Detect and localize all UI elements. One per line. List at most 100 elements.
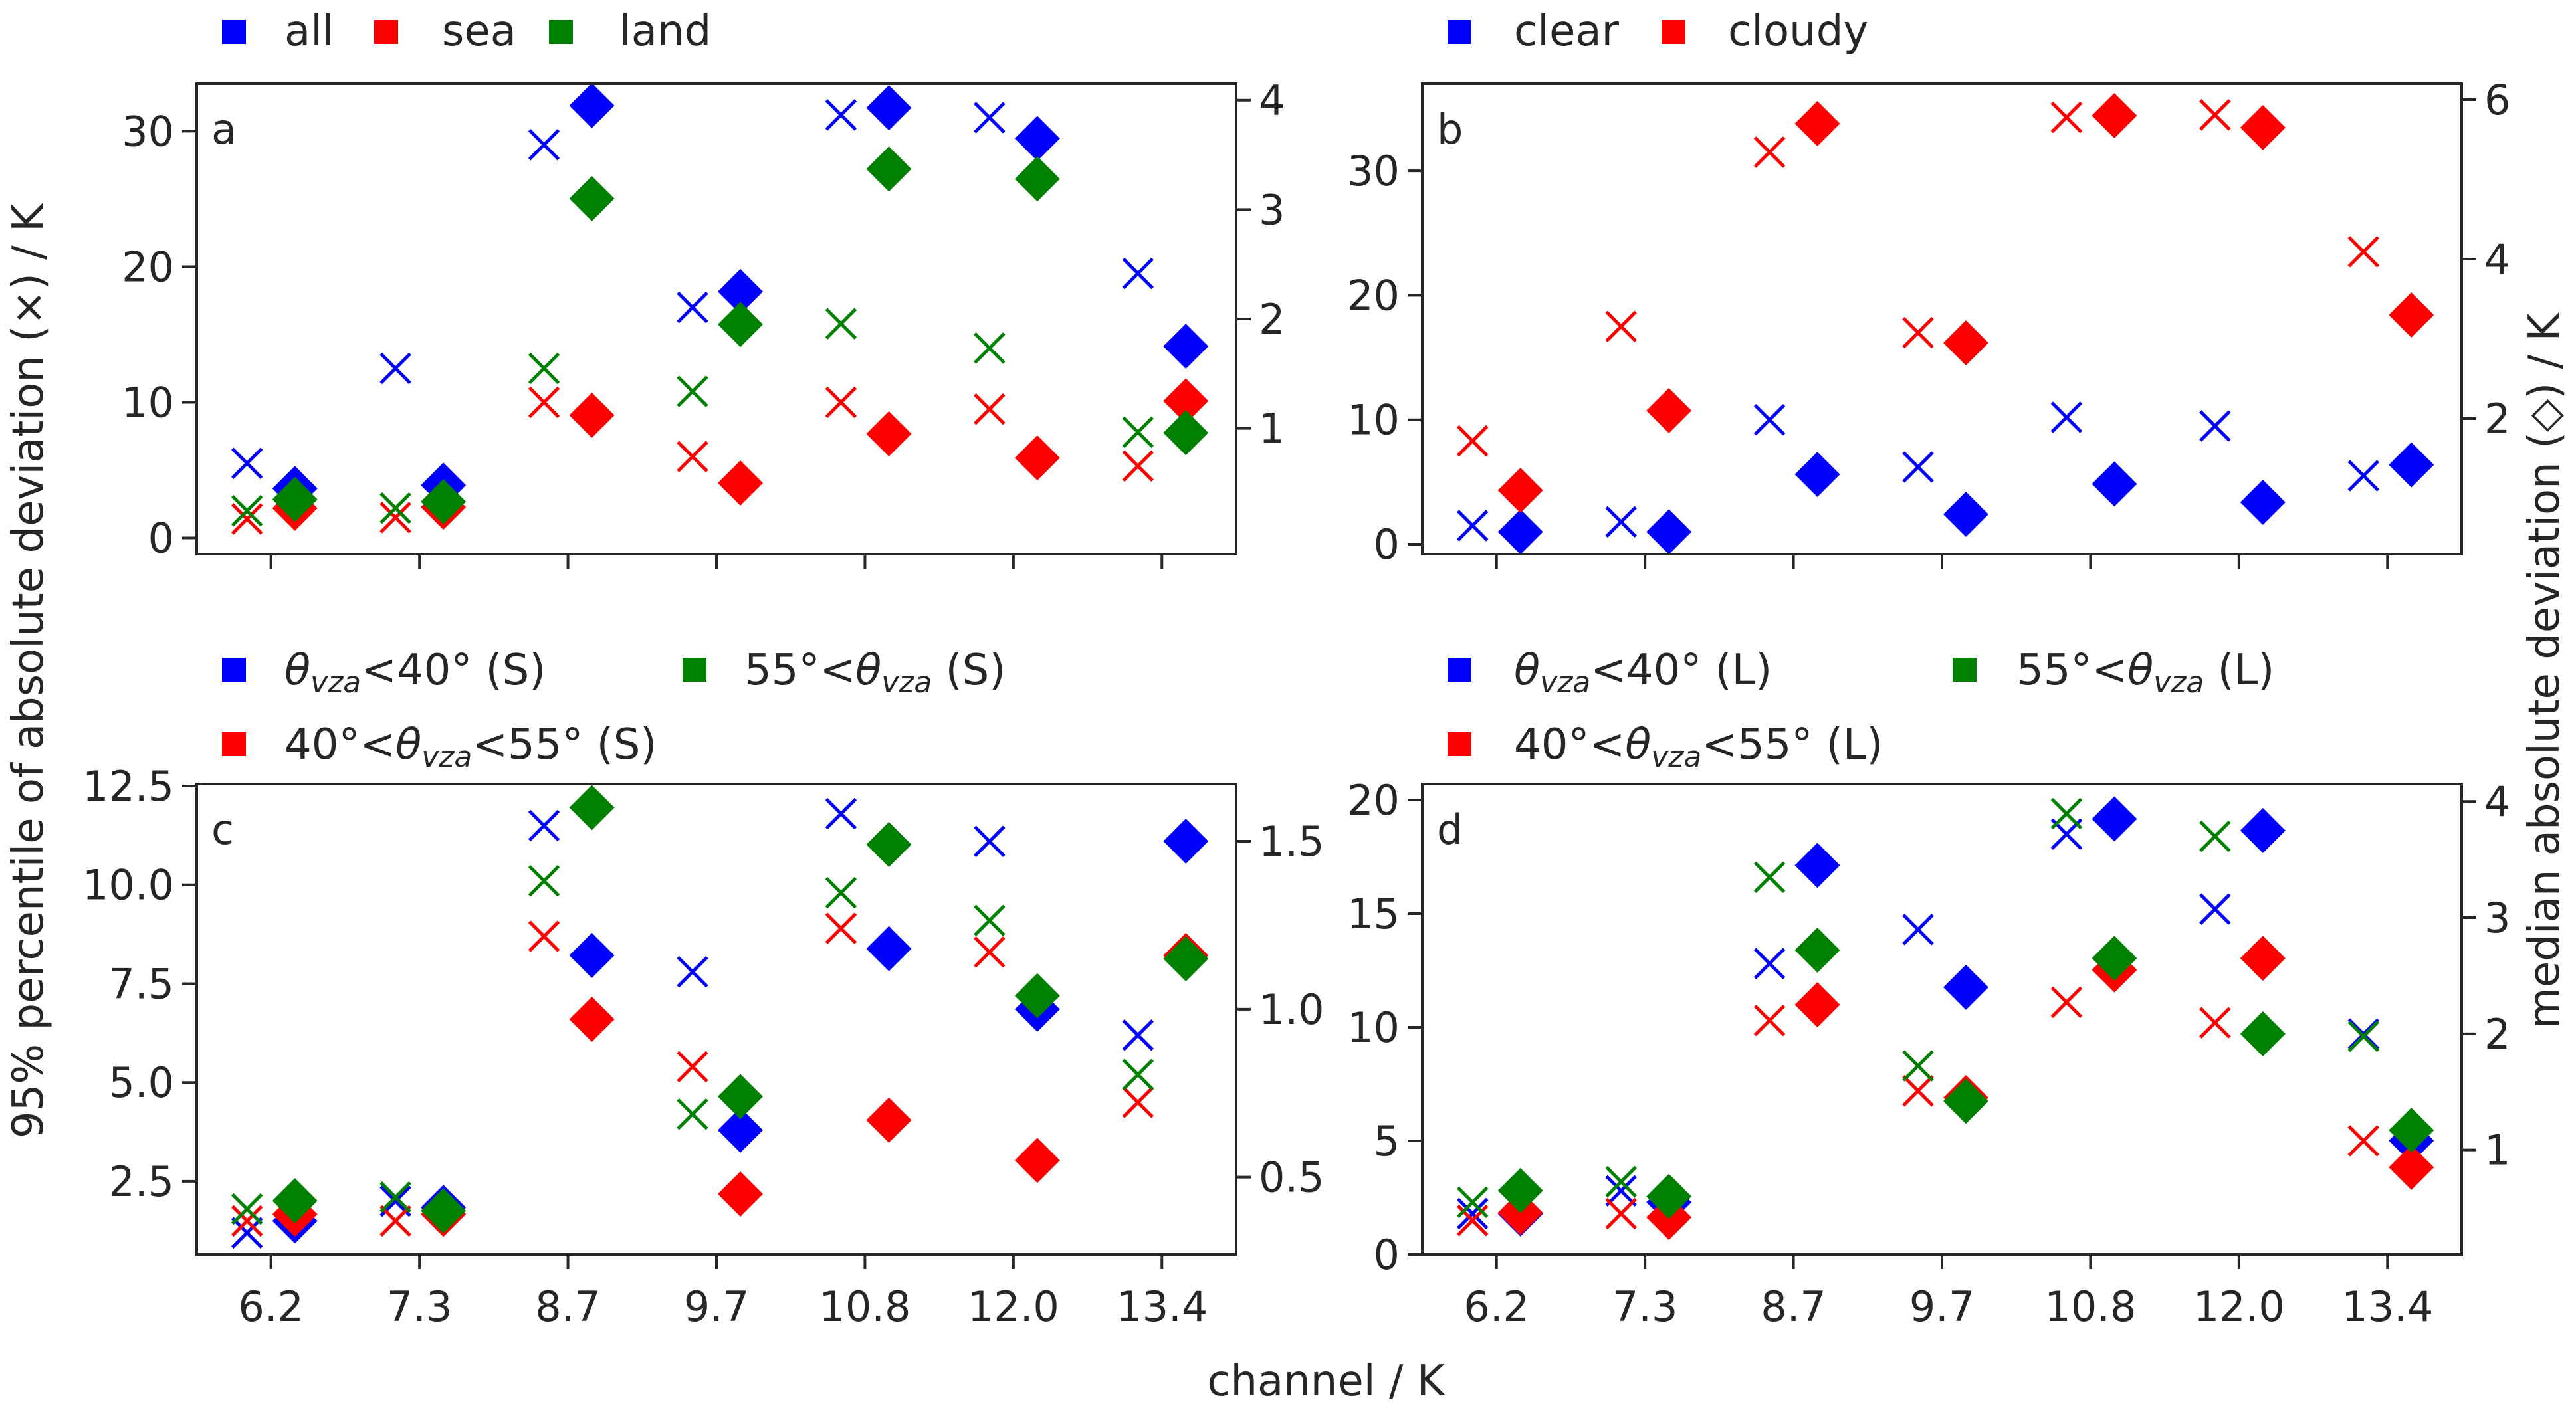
panel-c-ytick-right-label-1: 1.0 <box>1259 985 1325 1034</box>
panel-a-ytick-right-label-2: 3 <box>1259 185 1285 234</box>
panel-c-s0-mad-marker-6 <box>1163 818 1209 864</box>
panel-b-ytick-right-label-2: 6 <box>2484 76 2510 124</box>
panel-c-frame <box>195 783 1237 1256</box>
panel-b-s0-p95-marker-0 <box>1456 510 1489 542</box>
panel-d-s0-mad-marker-5 <box>2240 807 2286 853</box>
panel-d-s2-p95-marker-3 <box>1902 1050 1934 1082</box>
panel-b-s0-p95-marker-4 <box>2050 401 2083 433</box>
panel-a-s2-p95-marker-4 <box>825 308 857 340</box>
panel-c-xtick-label-4: 10.8 <box>819 1282 911 1331</box>
panel-d-frame <box>1421 783 2463 1256</box>
panel-a-ytick-right-label-0: 1 <box>1259 405 1285 453</box>
panel-a-frame <box>195 82 1237 555</box>
panel-a-s2-p95-marker-0 <box>231 494 263 527</box>
panel-d-label: d <box>1437 805 1463 854</box>
panel-d-xtick-label-3: 9.7 <box>1909 1282 1975 1331</box>
panel-c-s0-p95-marker-4 <box>825 797 857 830</box>
panel-a-ytick-right-label-3: 4 <box>1259 76 1285 125</box>
panel-a-s2-mad-marker-3 <box>718 302 763 348</box>
panel-c-s2-p95-marker-2 <box>528 864 560 897</box>
panel-d-xtick-label-2: 8.7 <box>1761 1282 1826 1331</box>
panel-c-s2-mad-marker-5 <box>1014 973 1060 1019</box>
panel-b-s1-p95-marker-5 <box>2199 99 2231 131</box>
panel-a-ytick-right-label-1: 2 <box>1259 295 1285 344</box>
panel-d-s1-p95-marker-6 <box>2347 1125 2380 1157</box>
panel-b-s1-mad-marker-2 <box>1794 101 1840 146</box>
panel-a-s1-p95-marker-3 <box>677 441 708 472</box>
panel-c-s2-p95-marker-6 <box>1122 1058 1154 1091</box>
panel-a-s2-mad-marker-5 <box>1014 156 1060 202</box>
panel-b-s0-mad-marker-5 <box>2240 480 2286 525</box>
panel-c-xtick-label-0: 6.2 <box>238 1282 304 1331</box>
panel-d-s1-p95-marker-4 <box>2050 986 2083 1019</box>
panel-b-s1-mad-marker-0 <box>1497 468 1543 513</box>
panel-c-xtick-label-6: 13.4 <box>1116 1282 1208 1331</box>
legend-swatch-c-40-55 <box>222 732 246 756</box>
legend-label-c-gt55: 55°<θvza (S) <box>744 646 1006 700</box>
panel-c-s0-p95-marker-3 <box>677 955 708 988</box>
panel-a-legend: all sea land <box>222 7 711 56</box>
panel-c-ytick-left-label-0: 2.5 <box>108 1157 174 1206</box>
legend-swatch-d-lt40 <box>1448 658 1471 682</box>
panel-b-axes: 0 10 20 30 2 4 6 <box>1347 76 2510 569</box>
panel-b-s0-p95-marker-3 <box>1902 451 1934 483</box>
panel-b-s1-p95-marker-6 <box>2347 236 2380 268</box>
legend-label-all: all <box>284 7 334 56</box>
y-axis-label-left: 95% percentile of absolute deviation (×)… <box>4 203 53 1138</box>
panel-b-s1-mad-marker-3 <box>1943 320 1988 365</box>
y-axis-label-right: median absolute deviation (◇) / K <box>2520 312 2569 1029</box>
panel-c-ytick-left-label-2: 7.5 <box>108 959 174 1008</box>
panel-c-s1-mad-marker-2 <box>569 997 615 1042</box>
panel-d-s0-p95-marker-2 <box>1753 948 1786 979</box>
panel-d-s1-p95-marker-2 <box>1753 1004 1786 1037</box>
panel-c-s2-mad-marker-0 <box>272 1178 318 1224</box>
panel-d-ytick-right-label-0: 1 <box>2484 1126 2510 1175</box>
panel-c-xtick-label-3: 9.7 <box>684 1282 750 1331</box>
legend-label-d-gt55: 55°<θvza (L) <box>2016 646 2274 700</box>
panel-a-s2-mad-marker-6 <box>1163 410 1209 456</box>
panel-a-s1-p95-marker-6 <box>1122 450 1154 482</box>
panel-b-frame <box>1421 82 2463 555</box>
legend-swatch-land <box>549 20 573 44</box>
panel-b-legend: clear cloudy <box>1448 7 1868 56</box>
panel-b-s0-p95-marker-5 <box>2199 410 2231 442</box>
panel-d-s2-mad-marker-0 <box>1497 1167 1543 1213</box>
panel-d-s0-mad-marker-2 <box>1794 843 1840 888</box>
panel-a-s0-mad-marker-5 <box>1014 116 1060 161</box>
panel-b-s0-p95-marker-1 <box>1605 506 1637 538</box>
panel-b-s1-p95-marker-3 <box>1902 316 1934 349</box>
panel-a-axes: 0 10 20 30 1 2 3 4 <box>122 76 1285 569</box>
panel-d-legend: θvza<40° (L) 55°<θvza (L) 40°<θvza<55° (… <box>1448 646 2274 774</box>
panel-d-s2-mad-marker-2 <box>1794 927 1840 973</box>
panel-b-ytick-left-label-3: 30 <box>1347 147 1400 195</box>
panel-c-xtick-label-5: 12.0 <box>968 1282 1059 1331</box>
panel-c-s1-mad-marker-4 <box>866 1097 912 1143</box>
panel-c-axes: 2.5 5.0 7.5 10.0 12.5 0.5 1.0 1.5 6.2 7.3 8.7 9.7 10… <box>82 762 1325 1331</box>
legend-label-d-40-55: 40°<θvza<55° (L) <box>1514 720 1883 774</box>
panel-a-s1-p95-marker-2 <box>528 386 560 419</box>
panel-b-s1-p95-marker-0 <box>1456 425 1489 457</box>
panel-a-s1-mad-marker-2 <box>569 392 615 438</box>
panel-a-marks <box>231 82 1209 535</box>
panel-c-s0-p95-marker-2 <box>528 809 560 842</box>
panel-c-s1-p95-marker-1 <box>379 1205 411 1237</box>
panel-c-s0-mad-marker-2 <box>569 932 615 978</box>
panel-b-s1-p95-marker-2 <box>1753 136 1786 168</box>
panel-c-s2-p95-marker-5 <box>974 904 1006 937</box>
panel-c-legend: θvza<40° (S) 55°<θvza (S) 40°<θvza<55° (… <box>222 646 1006 774</box>
panel-b-s1-mad-marker-5 <box>2240 105 2286 150</box>
panel-b-s0-mad-marker-3 <box>1943 492 1988 537</box>
panel-d-s1-mad-marker-2 <box>1794 982 1840 1028</box>
panel-b-ytick-left-label-2: 20 <box>1347 271 1400 320</box>
panel-a-s2-p95-marker-2 <box>528 352 560 385</box>
panel-d-s0-p95-marker-1 <box>1605 1175 1637 1207</box>
panel-b-s1-mad-marker-4 <box>2092 93 2137 138</box>
legend-label-d-lt40: θvza<40° (L) <box>1514 646 1772 700</box>
panel-c-ytick-left-label-4: 12.5 <box>82 762 174 811</box>
panel-b-marks <box>1456 93 2434 555</box>
panel-d-s2-p95-marker-1 <box>1605 1165 1637 1198</box>
panel-c-s2-mad-marker-3 <box>718 1074 763 1120</box>
panel-b-ytick-left-label-1: 10 <box>1347 396 1400 445</box>
panel-d-s1-mad-marker-6 <box>2389 1144 2434 1190</box>
